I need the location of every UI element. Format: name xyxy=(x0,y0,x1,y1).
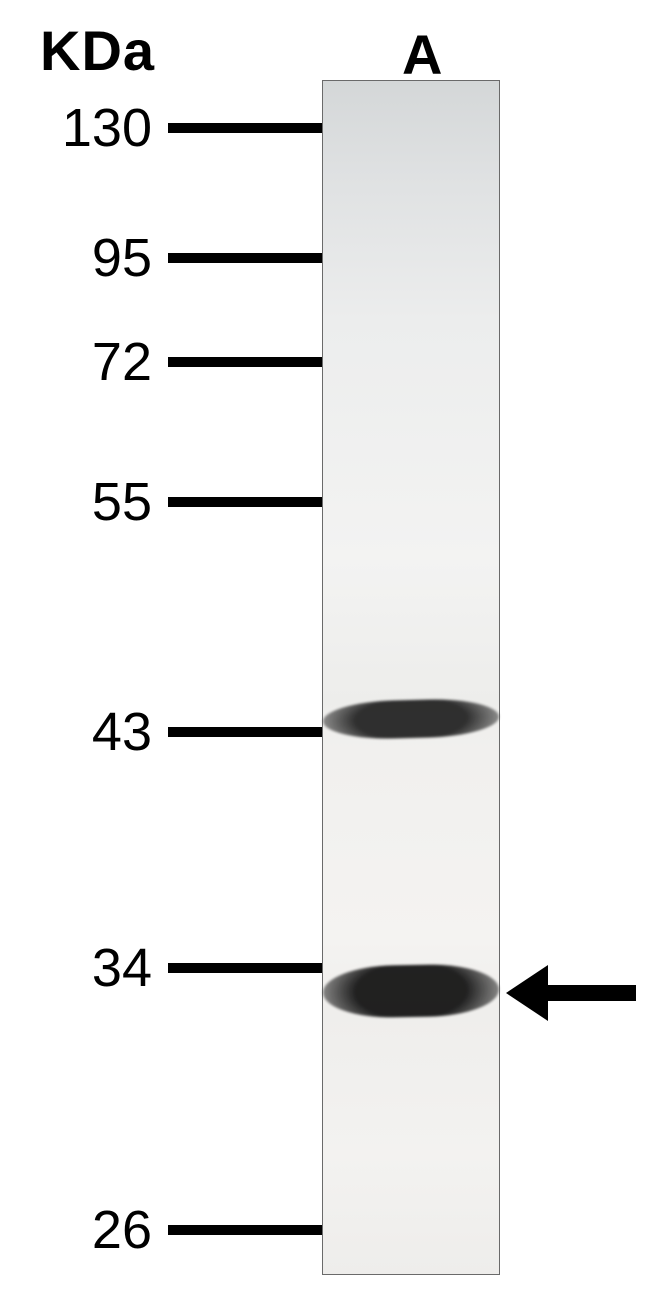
marker-label-55: 55 xyxy=(0,471,152,533)
band-target xyxy=(323,963,499,1018)
marker-tick-130 xyxy=(168,123,322,133)
gel-lane xyxy=(322,80,500,1275)
marker-tick-95 xyxy=(168,253,322,263)
band-upper xyxy=(323,698,499,741)
marker-label-26: 26 xyxy=(0,1199,152,1261)
marker-label-130: 130 xyxy=(0,97,152,159)
target-arrow xyxy=(504,963,638,1023)
marker-label-34: 34 xyxy=(0,937,152,999)
blot-figure: KDa A 130 95 72 55 43 34 26 xyxy=(0,0,650,1296)
marker-label-95: 95 xyxy=(0,227,152,289)
marker-tick-72 xyxy=(168,357,322,367)
arrow-icon xyxy=(504,963,638,1023)
marker-label-43: 43 xyxy=(0,701,152,763)
lane-label: A xyxy=(402,22,442,87)
marker-label-72: 72 xyxy=(0,331,152,393)
marker-tick-43 xyxy=(168,727,322,737)
marker-tick-26 xyxy=(168,1225,322,1235)
marker-tick-34 xyxy=(168,963,322,973)
unit-label: KDa xyxy=(40,18,155,83)
marker-tick-55 xyxy=(168,497,322,507)
